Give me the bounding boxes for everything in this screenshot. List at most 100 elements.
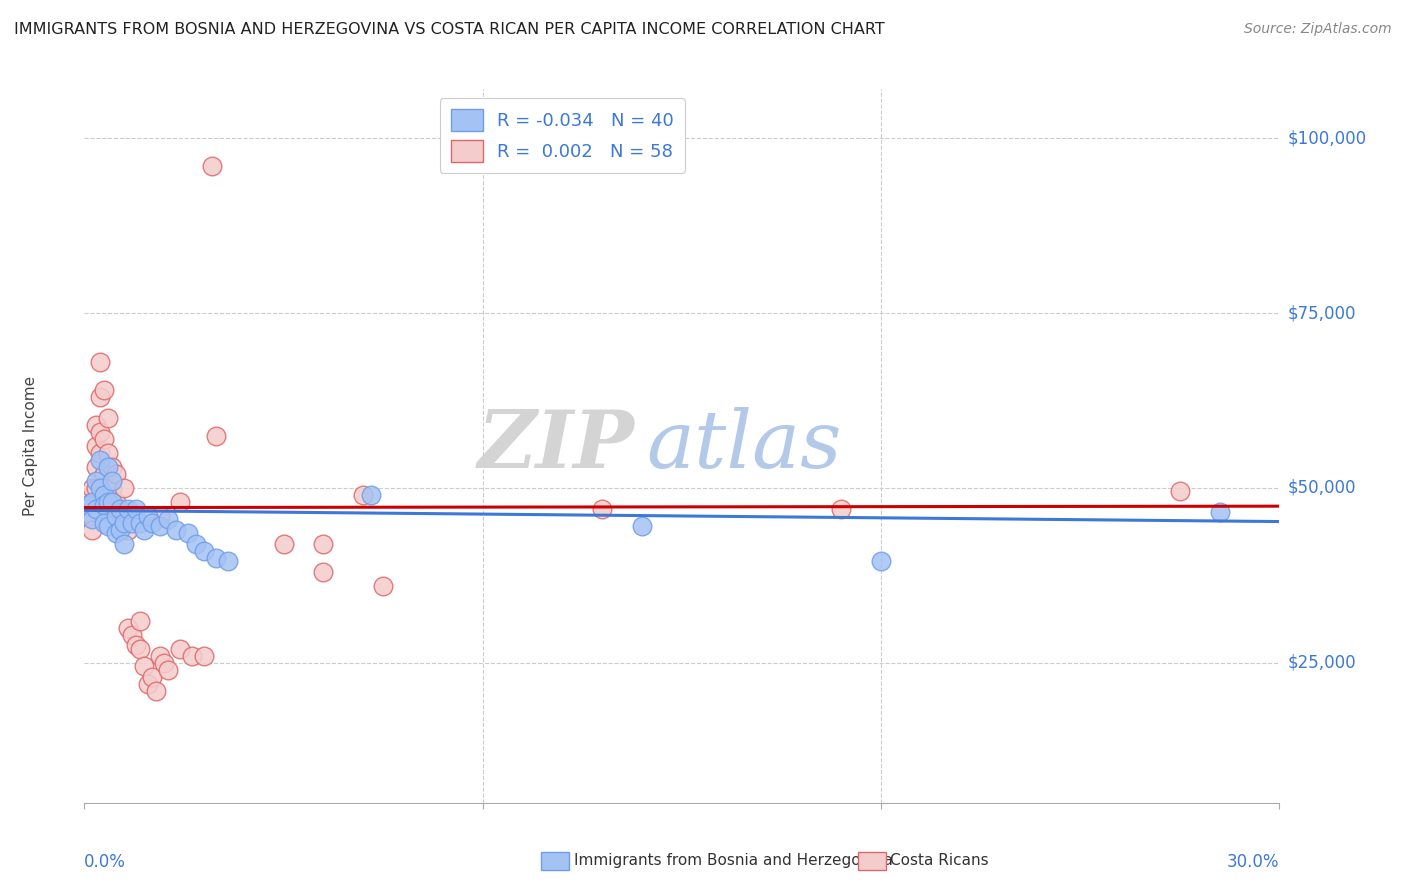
- Point: [112, 516, 135, 530]
- Point: [112, 508, 135, 523]
- Point: [201, 159, 224, 173]
- Point: [101, 481, 124, 495]
- Point: [217, 554, 239, 568]
- Point: [110, 502, 132, 516]
- Point: [273, 537, 295, 551]
- Text: 30.0%: 30.0%: [1227, 853, 1279, 871]
- Point: [205, 428, 228, 442]
- Legend: R = -0.034   N = 40, R =  0.002   N = 58: R = -0.034 N = 40, R = 0.002 N = 58: [440, 98, 685, 173]
- Point: [149, 519, 172, 533]
- Point: [93, 383, 115, 397]
- Point: [136, 677, 159, 691]
- Point: [82, 523, 104, 537]
- Point: [312, 565, 335, 579]
- Point: [141, 516, 163, 530]
- Point: [82, 495, 104, 509]
- Point: [105, 508, 128, 523]
- Point: [141, 670, 163, 684]
- Point: [86, 439, 108, 453]
- Point: [177, 526, 200, 541]
- Point: [1168, 484, 1191, 499]
- Point: [89, 481, 111, 495]
- Point: [97, 411, 120, 425]
- Point: [870, 554, 893, 568]
- Point: [169, 495, 191, 509]
- Text: $100,000: $100,000: [1288, 129, 1367, 147]
- Point: [93, 467, 115, 481]
- Point: [193, 544, 215, 558]
- Point: [101, 495, 124, 509]
- Point: [117, 523, 139, 537]
- Point: [93, 499, 115, 513]
- Point: [97, 446, 120, 460]
- Point: [101, 474, 124, 488]
- Point: [184, 537, 207, 551]
- Point: [121, 628, 143, 642]
- Point: [360, 488, 382, 502]
- Point: [110, 523, 132, 537]
- Point: [117, 621, 139, 635]
- Point: [136, 508, 159, 523]
- Point: [105, 495, 128, 509]
- Point: [97, 519, 120, 533]
- Text: Immigrants from Bosnia and Herzegovina: Immigrants from Bosnia and Herzegovina: [574, 854, 893, 868]
- Point: [82, 512, 104, 526]
- Point: [830, 502, 852, 516]
- Point: [97, 506, 120, 520]
- Point: [105, 526, 128, 541]
- Point: [93, 488, 115, 502]
- Point: [132, 659, 156, 673]
- Point: [89, 425, 111, 439]
- Point: [157, 512, 180, 526]
- Point: [129, 516, 152, 530]
- Point: [105, 467, 128, 481]
- Text: ZIP: ZIP: [477, 408, 634, 484]
- Point: [157, 663, 180, 677]
- Point: [193, 648, 215, 663]
- Point: [112, 537, 135, 551]
- Point: [89, 453, 111, 467]
- Point: [110, 523, 132, 537]
- Text: Source: ZipAtlas.com: Source: ZipAtlas.com: [1244, 22, 1392, 37]
- Text: $50,000: $50,000: [1288, 479, 1357, 497]
- Point: [97, 481, 120, 495]
- Point: [82, 508, 104, 523]
- Point: [93, 516, 115, 530]
- Point: [82, 495, 104, 509]
- Point: [86, 502, 108, 516]
- Point: [149, 648, 172, 663]
- Point: [77, 499, 100, 513]
- Point: [129, 614, 152, 628]
- Point: [97, 460, 120, 475]
- Point: [86, 481, 108, 495]
- Point: [125, 639, 148, 653]
- Point: [132, 523, 156, 537]
- Point: [1208, 506, 1230, 520]
- Point: [86, 460, 108, 475]
- Point: [89, 355, 111, 369]
- Point: [153, 656, 176, 670]
- Point: [149, 508, 172, 523]
- Text: Costa Ricans: Costa Ricans: [890, 854, 988, 868]
- Text: Per Capita Income: Per Capita Income: [22, 376, 38, 516]
- Point: [169, 641, 191, 656]
- Point: [371, 579, 394, 593]
- Point: [82, 481, 104, 495]
- Point: [631, 519, 654, 533]
- Text: atlas: atlas: [645, 408, 841, 484]
- Point: [145, 684, 167, 698]
- Text: 0.0%: 0.0%: [84, 853, 127, 871]
- Point: [110, 506, 132, 520]
- Text: $75,000: $75,000: [1288, 304, 1357, 322]
- Point: [77, 508, 100, 523]
- Text: $25,000: $25,000: [1288, 654, 1357, 672]
- Point: [112, 481, 135, 495]
- Point: [352, 488, 374, 502]
- Point: [125, 502, 148, 516]
- Point: [591, 502, 613, 516]
- Point: [205, 550, 228, 565]
- Point: [165, 523, 187, 537]
- Point: [89, 390, 111, 404]
- Point: [97, 495, 120, 509]
- Point: [89, 446, 111, 460]
